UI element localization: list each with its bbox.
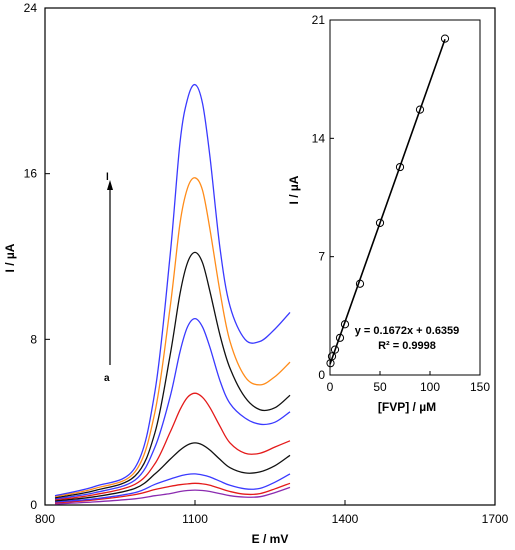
inset-y-tick-label-0: 0 — [318, 368, 325, 382]
fit-r-squared: R² = 0.9998 — [378, 340, 436, 352]
calibration-point-9 — [415, 105, 425, 114]
inset-plot-frame — [329, 19, 481, 376]
calibration-point-4 — [335, 333, 345, 342]
fit-equation: y = 0.1672x + 0.6359 — [355, 325, 460, 337]
calibration-point-10 — [440, 34, 450, 43]
voltammogram-curve-9 — [54, 83, 291, 497]
inset-x-tick-label-0: 0 — [327, 380, 334, 394]
regression-line — [329, 38, 446, 365]
inset-x-axis-label: [FVP] / µM — [378, 400, 436, 414]
calibration-point-8 — [395, 162, 405, 172]
voltammogram-curve-1 — [54, 486, 291, 505]
calibration-point-3 — [330, 345, 340, 354]
inset-data-points — [326, 34, 450, 368]
main-x-axis-label: E / mV — [252, 532, 289, 546]
main-y-tick-label-2: 16 — [24, 167, 38, 181]
main-y-tick-label-3: 24 — [24, 1, 38, 15]
main-plot-frame — [44, 7, 496, 506]
inset-x-tick-label-1: 50 — [373, 380, 387, 394]
calibration-point-7 — [375, 218, 385, 227]
inset-y-tick-label-2: 14 — [312, 131, 326, 145]
arrow-label-top: l — [106, 172, 109, 183]
main-x-tick-label-1: 1100 — [182, 512, 208, 526]
calibration-point-2 — [327, 352, 337, 361]
voltammogram-curve-8 — [54, 177, 291, 498]
main-y-tick-label-0: 0 — [30, 498, 37, 512]
main-y-tick-label-1: 8 — [30, 332, 37, 346]
calibration-point-5 — [340, 320, 350, 329]
main-x-tick-label-3: 1700 — [482, 512, 509, 526]
inset-fit-line — [329, 38, 446, 365]
calibration-point-6 — [355, 279, 365, 288]
voltammogram-curve-3 — [54, 473, 291, 503]
voltammogram-curve-5 — [54, 392, 291, 501]
voltammogram-curve-6 — [54, 317, 291, 500]
voltammogram-curve-7 — [54, 251, 291, 499]
inset-x-tick-label-2: 100 — [420, 380, 440, 394]
inset-axes: 0 50 100 150 0 7 14 21 — [312, 13, 491, 394]
arrow-head-icon — [107, 180, 113, 190]
main-x-tick-label-0: 800 — [35, 512, 55, 526]
main-x-tick-label-2: 1400 — [332, 512, 359, 526]
main-y-axis-label: I / µA — [3, 243, 17, 272]
inset-x-tick-label-3: 150 — [470, 380, 490, 394]
voltammogram-curve-2 — [54, 482, 291, 504]
inset-y-tick-label-1: 7 — [318, 250, 325, 264]
voltammogram-curves — [54, 83, 291, 505]
inset-y-tick-label-3: 21 — [312, 13, 326, 27]
arrow-label-bottom: a — [104, 373, 110, 384]
inset-y-axis-label: I / µA — [287, 175, 301, 204]
voltammogram-curve-4 — [54, 442, 291, 502]
